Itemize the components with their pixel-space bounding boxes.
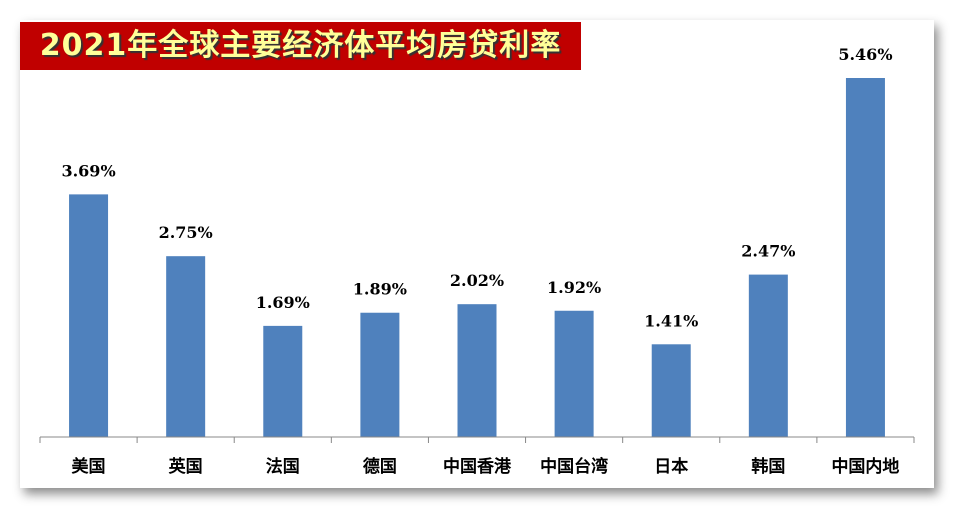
data-labels: 3.69% 2.75% 1.69% 1.89% 2.02% 1.92% 1.41% 2.47%…: [61, 45, 892, 330]
category-label: 法国: [266, 456, 300, 477]
category-labels: 美国 英国 法国 德国 中国香港 中国台湾 日本 韩国 中国内地: [72, 456, 900, 477]
data-label: 1.89%: [353, 280, 407, 299]
bar: [845, 78, 885, 437]
data-label: 1.69%: [256, 293, 310, 312]
bars-group: [69, 78, 885, 437]
data-label: 1.92%: [547, 278, 601, 297]
bar: [263, 325, 303, 437]
category-label: 中国内地: [831, 456, 899, 477]
bar: [457, 304, 497, 437]
x-axis: [39, 436, 915, 443]
bar: [554, 310, 594, 437]
bar: [748, 274, 788, 437]
category-label: 德国: [363, 456, 397, 477]
data-label: 5.46%: [838, 45, 892, 64]
data-label: 2.75%: [159, 223, 213, 242]
data-label: 2.02%: [450, 271, 504, 290]
data-label: 1.41%: [644, 311, 698, 330]
category-label: 美国: [72, 456, 106, 477]
chart-title: 2021年全球主要经济体平均房贷利率: [20, 22, 581, 70]
data-label: 3.69%: [61, 161, 115, 180]
category-label: 日本: [654, 456, 688, 477]
bar: [166, 256, 206, 437]
bar: [651, 344, 691, 437]
bar: [360, 312, 400, 437]
category-label: 英国: [169, 456, 203, 477]
category-label: 中国香港: [443, 456, 512, 477]
category-label: 韩国: [751, 456, 785, 477]
category-label: 中国台湾: [540, 456, 608, 477]
bar: [69, 194, 109, 437]
data-label: 2.47%: [741, 242, 795, 261]
